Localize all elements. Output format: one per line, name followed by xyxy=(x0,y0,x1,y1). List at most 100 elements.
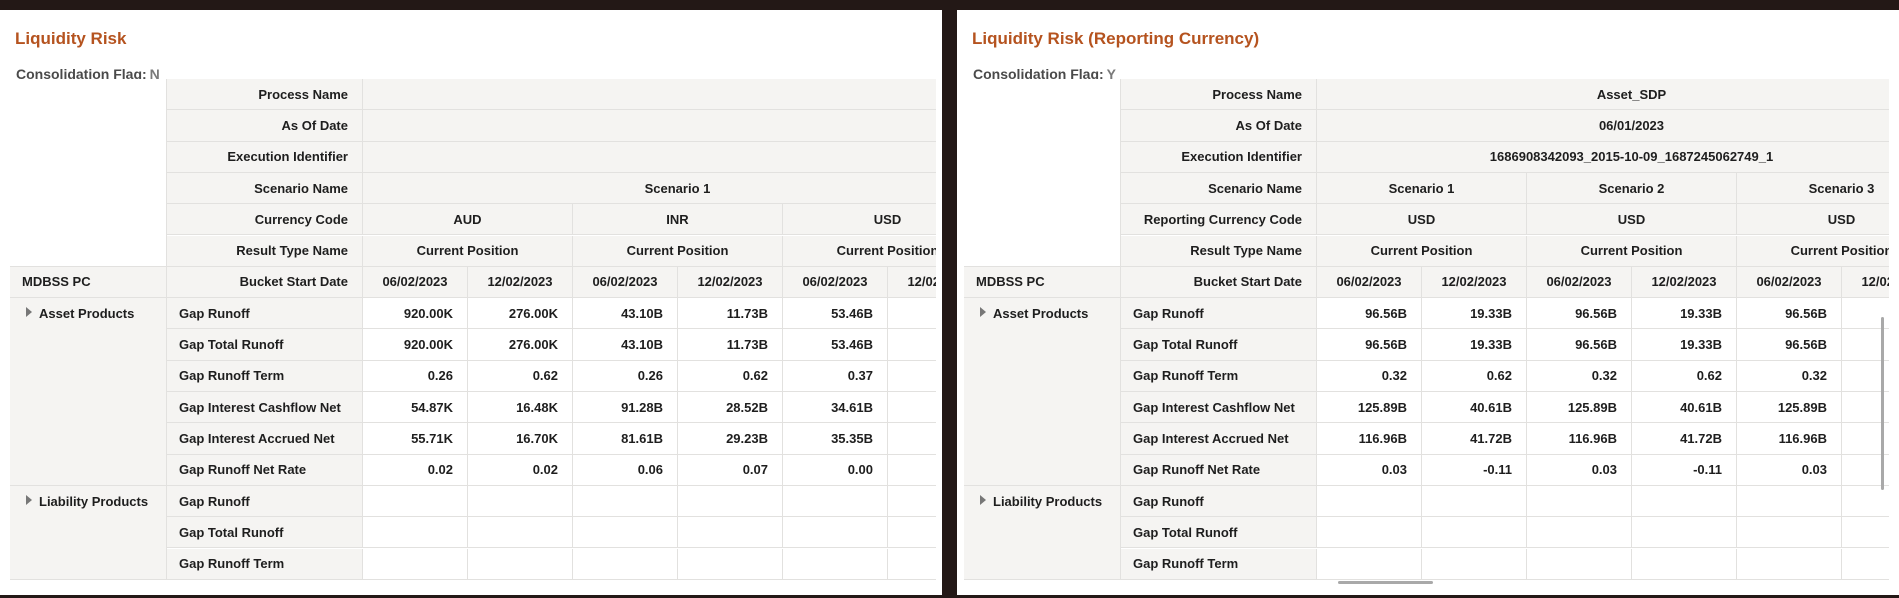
value-cell xyxy=(363,485,468,518)
value-cell: 0.62 xyxy=(1422,360,1527,392)
measure-name: Gap Runoff Net Rate xyxy=(1121,454,1317,486)
expand-icon[interactable] xyxy=(26,307,32,318)
value-cell: 0.26 xyxy=(573,360,678,392)
consolidation-flag: Consolidation Flag: N xyxy=(16,66,160,82)
value-cell xyxy=(363,517,468,549)
value-cell: 920.00K xyxy=(363,329,468,361)
value-cell xyxy=(678,517,783,549)
header-label: Result Type Name xyxy=(167,235,363,267)
value-cell xyxy=(678,548,783,580)
header-value xyxy=(363,79,936,111)
expand-icon[interactable] xyxy=(980,494,986,505)
value-cell: 0.62 xyxy=(678,360,783,392)
value-cell: 53.46B xyxy=(783,329,888,361)
value-cell xyxy=(1527,548,1632,580)
header-value: AUD xyxy=(363,204,573,236)
value-cell xyxy=(1842,517,1889,549)
measure-name: Gap Runoff xyxy=(1121,298,1317,330)
value-cell: 11.73B xyxy=(678,329,783,361)
header-label: Currency Code xyxy=(167,204,363,236)
value-cell: 96.56B xyxy=(1317,329,1422,361)
measure-name: Gap Runoff xyxy=(167,298,363,330)
measure-name: Gap Total Runoff xyxy=(1121,329,1317,361)
corner-blank xyxy=(964,79,1121,267)
value-cell xyxy=(1317,517,1422,549)
header-value xyxy=(363,110,936,142)
value-cell: 41.72B xyxy=(1422,423,1527,455)
value-cell: 0.37 xyxy=(783,360,888,392)
measure-name: Gap Interest Accrued Net xyxy=(1121,423,1317,455)
header-value: Current Position xyxy=(363,235,573,267)
header-value: INR xyxy=(573,204,783,236)
flag-label: Consolidation Flag: xyxy=(16,66,147,82)
value-cell xyxy=(468,517,573,549)
value-cell: 54.87K xyxy=(363,392,468,424)
value-cell xyxy=(783,485,888,518)
bucket-date: 06/02/2023 xyxy=(573,266,678,299)
consolidation-flag: Consolidation Flag: Y xyxy=(973,66,1116,82)
vertical-scrollbar[interactable] xyxy=(1881,317,1884,490)
measure-name: Gap Total Runoff xyxy=(1121,517,1317,549)
group-name: Liability Products xyxy=(39,493,149,509)
value-cell xyxy=(1317,548,1422,580)
group-name: Liability Products xyxy=(993,493,1103,509)
group-toggle[interactable]: Asset Products xyxy=(964,298,1121,486)
value-cell xyxy=(363,548,468,580)
value-cell: 0.62 xyxy=(1632,360,1737,392)
header-label: Result Type Name xyxy=(1121,235,1317,267)
group-toggle[interactable]: Asset Products xyxy=(10,298,167,486)
flag-value: N xyxy=(149,66,160,82)
value-cell: 19.33B xyxy=(1422,298,1527,330)
bucket-date: 06/02/2023 xyxy=(1317,266,1422,299)
group-toggle[interactable]: Liability Products xyxy=(10,485,167,580)
horizontal-scrollbar[interactable] xyxy=(1338,581,1433,584)
bucket-date: 06/02/2023 xyxy=(783,266,888,299)
value-cell xyxy=(1632,517,1737,549)
bucket-date: 12/02/2023 xyxy=(888,266,936,299)
bucket-date: 12/02/2023 xyxy=(1422,266,1527,299)
group-toggle[interactable]: Liability Products xyxy=(964,485,1121,580)
header-label: Process Name xyxy=(1121,79,1317,111)
flag-value: Y xyxy=(1106,66,1116,82)
pivot-table: Process Name Asset_SDP As Of Date 06/01/202… xyxy=(964,79,1889,585)
group-name: Asset Products xyxy=(39,306,135,322)
value-cell xyxy=(888,485,936,518)
value-cell: 125.89B xyxy=(1317,392,1422,424)
measure-name: Gap Runoff Net Rate xyxy=(167,454,363,486)
value-cell: 41.72B xyxy=(1632,423,1737,455)
header-value: USD xyxy=(783,204,936,236)
header-value: 1686908342093_2015-10-09_1687245062749_1 xyxy=(1317,141,1889,173)
value-cell xyxy=(468,485,573,518)
value-cell: 0.03 xyxy=(1527,454,1632,486)
value-cell: 40.61B xyxy=(1422,392,1527,424)
header-value: 06/01/2023 xyxy=(1317,110,1889,142)
value-cell: 96.56B xyxy=(1737,298,1842,330)
value-cell xyxy=(888,392,936,424)
measure-name: Gap Interest Cashflow Net xyxy=(167,392,363,424)
value-cell xyxy=(1842,485,1889,518)
value-cell xyxy=(678,485,783,518)
header-value: Scenario 2 xyxy=(1527,172,1737,205)
header-value: Scenario 3 xyxy=(1737,172,1889,205)
value-cell: 0.32 xyxy=(1317,360,1422,392)
corner-blank xyxy=(10,79,167,267)
panel-title: Liquidity Risk xyxy=(15,29,127,48)
value-cell: 19.33B xyxy=(1632,329,1737,361)
measure-name: Gap Total Runoff xyxy=(167,517,363,549)
header-value xyxy=(363,141,936,173)
measure-name: Gap Interest Cashflow Net xyxy=(1121,392,1317,424)
header-value: Current Position xyxy=(1527,235,1737,267)
header-value: Scenario 1 xyxy=(1317,172,1527,205)
value-cell: 0.07 xyxy=(678,454,783,486)
measure-name: Gap Runoff xyxy=(1121,485,1317,518)
value-cell: 920.00K xyxy=(363,298,468,330)
value-cell xyxy=(573,485,678,518)
header-value: Asset_SDP xyxy=(1317,79,1889,111)
expand-icon[interactable] xyxy=(26,494,32,505)
value-cell xyxy=(888,360,936,392)
expand-icon[interactable] xyxy=(980,307,986,318)
header-label: Scenario Name xyxy=(167,172,363,205)
header-value: Current Position xyxy=(573,235,783,267)
measure-name: Gap Total Runoff xyxy=(167,329,363,361)
value-cell: 125.89B xyxy=(1737,392,1842,424)
